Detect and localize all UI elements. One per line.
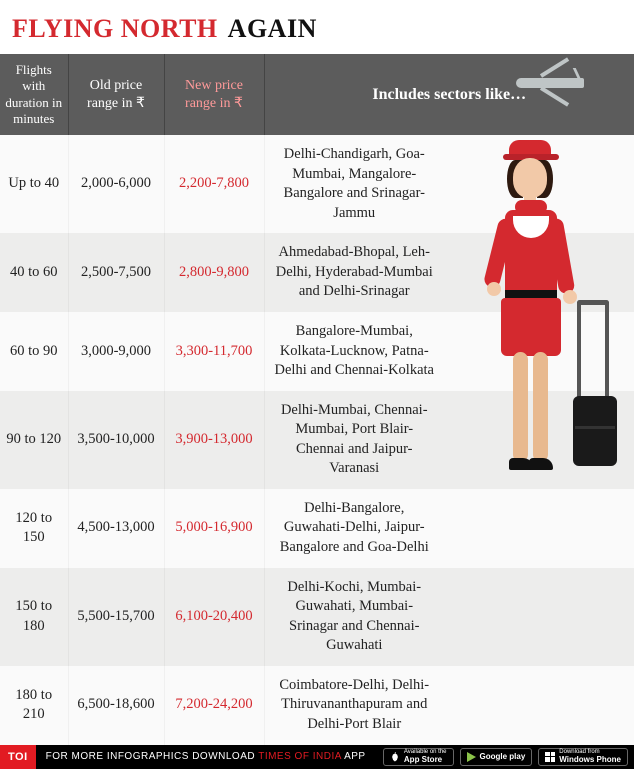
- footer-brand: TIMES OF INDIA: [258, 751, 341, 762]
- cell-old: 3,000-9,000: [68, 312, 164, 391]
- table-wrap: Flights with duration in minutes Old pri…: [0, 54, 634, 745]
- cell-new: 3,900-13,000: [164, 391, 264, 489]
- cell-duration: 180 to 210: [0, 666, 68, 745]
- cell-sectors: Delhi-Bangalore, Guwahati-Delhi, Jaipur-…: [264, 489, 634, 568]
- cell-sectors: Delhi-Mumbai, Chennai-Mumbai, Port Blair…: [264, 391, 634, 489]
- hdr-sectors: Includes sectors like…: [264, 54, 634, 135]
- cell-sectors: Delhi-Chandigarh, Goa-Mumbai, Mangalore-…: [264, 135, 634, 233]
- table-row: 60 to 90 3,000-9,000 3,300-11,700 Bangal…: [0, 312, 634, 391]
- cell-old: 6,500-18,600: [68, 666, 164, 745]
- footer-lead: FOR MORE: [46, 751, 104, 762]
- table-row: 40 to 60 2,500-7,500 2,800-9,800 Ahmedab…: [0, 233, 634, 312]
- apple-icon: [390, 752, 400, 762]
- cell-duration: 40 to 60: [0, 233, 68, 312]
- table-body: Up to 40 2,000-6,000 2,200-7,800 Delhi-C…: [0, 135, 634, 745]
- cell-sectors: Coimbatore-Delhi, Delhi-Thiruvananthapur…: [264, 666, 634, 745]
- cell-duration: 120 to 150: [0, 489, 68, 568]
- cell-duration: Up to 40: [0, 135, 68, 233]
- cell-old: 3,500-10,000: [68, 391, 164, 489]
- googleplay-badge[interactable]: Google play: [460, 748, 533, 766]
- footer-tail: APP: [344, 751, 366, 762]
- footer-mid: INFOGRAPHICS DOWNLOAD: [107, 751, 255, 762]
- cell-old: 5,500-15,700: [68, 568, 164, 666]
- hdr-duration: Flights with duration in minutes: [0, 54, 68, 135]
- cell-duration: 60 to 90: [0, 312, 68, 391]
- cell-old: 4,500-13,000: [68, 489, 164, 568]
- windows-badge[interactable]: Download from Windows Phone: [538, 748, 628, 766]
- cell-new: 2,200-7,800: [164, 135, 264, 233]
- infographic-container: FLYING NORTH AGAIN Flights with duration…: [0, 0, 634, 769]
- cell-old: 2,000-6,000: [68, 135, 164, 233]
- cell-new: 5,000-16,900: [164, 489, 264, 568]
- toi-badge: TOI: [0, 745, 36, 769]
- cell-sectors: Delhi-Kochi, Mumbai-Guwahati, Mumbai-Sri…: [264, 568, 634, 666]
- table-row: Up to 40 2,000-6,000 2,200-7,800 Delhi-C…: [0, 135, 634, 233]
- googleplay-label: Google play: [480, 752, 526, 761]
- footer-bar: TOI FOR MORE INFOGRAPHICS DOWNLOAD TIMES…: [0, 745, 634, 769]
- cell-new: 6,100-20,400: [164, 568, 264, 666]
- table-row: 90 to 120 3,500-10,000 3,900-13,000 Delh…: [0, 391, 634, 489]
- appstore-label: App Store: [404, 755, 447, 764]
- windows-label: Windows Phone: [559, 755, 621, 764]
- appstore-badge[interactable]: Available on the App Store: [383, 748, 454, 766]
- table-row: 150 to 180 5,500-15,700 6,100-20,400 Del…: [0, 568, 634, 666]
- cell-sectors: Bangalore-Mumbai, Kolkata-Lucknow, Patna…: [264, 312, 634, 391]
- cell-duration: 90 to 120: [0, 391, 68, 489]
- cell-new: 3,300-11,700: [164, 312, 264, 391]
- table-row: 120 to 150 4,500-13,000 5,000-16,900 Del…: [0, 489, 634, 568]
- cell-old: 2,500-7,500: [68, 233, 164, 312]
- header-row: Flights with duration in minutes Old pri…: [0, 54, 634, 135]
- cell-new: 7,200-24,200: [164, 666, 264, 745]
- cell-new: 2,800-9,800: [164, 233, 264, 312]
- play-icon: [467, 752, 476, 762]
- title-red: FLYING NORTH: [12, 14, 218, 43]
- cell-duration: 150 to 180: [0, 568, 68, 666]
- windows-icon: [545, 752, 555, 762]
- hdr-new-price: New price range in ₹: [164, 54, 264, 135]
- footer-text: FOR MORE INFOGRAPHICS DOWNLOAD TIMES OF …: [46, 751, 366, 762]
- price-table: Flights with duration in minutes Old pri…: [0, 54, 634, 745]
- table-row: 180 to 210 6,500-18,600 7,200-24,200 Coi…: [0, 666, 634, 745]
- title-black: AGAIN: [228, 14, 317, 43]
- cell-sectors: Ahmedabad-Bhopal, Leh-Delhi, Hyderabad-M…: [264, 233, 634, 312]
- title-bar: FLYING NORTH AGAIN: [0, 0, 634, 54]
- hdr-old-price: Old price range in ₹: [68, 54, 164, 135]
